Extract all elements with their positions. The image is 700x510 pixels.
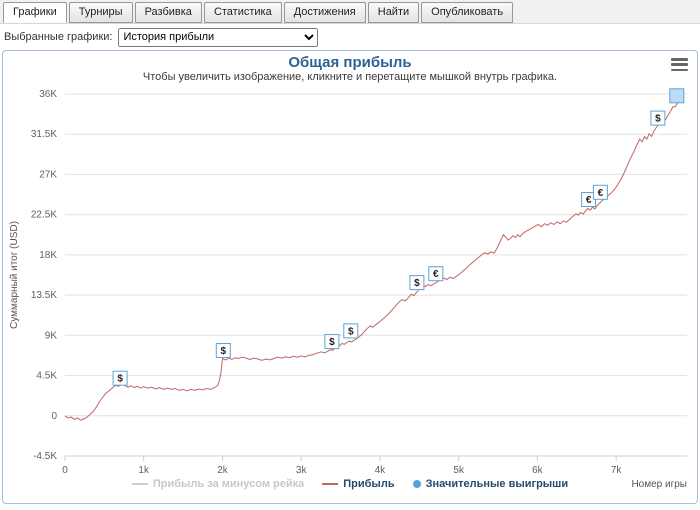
y-tick-label: 18K xyxy=(39,250,57,261)
tab-achievements[interactable]: Достижения xyxy=(283,2,366,23)
chart-legend: Прибыль за минусом рейка Прибыль Значитель… xyxy=(3,476,697,492)
win-marker-symbol: $ xyxy=(655,114,661,125)
tab-statistics[interactable]: Статистика xyxy=(203,2,282,23)
graph-select[interactable]: История прибыли xyxy=(118,27,319,47)
tab-bar: Графики Турниры Разбивка Статистика Достижен… xyxy=(0,0,700,24)
y-tick-label: 13.5K xyxy=(31,290,57,301)
legend-item-profit-minus-rake[interactable]: Прибыль за минусом рейка xyxy=(131,478,305,490)
significant-win-marker[interactable] xyxy=(592,184,608,200)
y-tick-label: 22.5K xyxy=(31,210,57,221)
legend-line-swatch-icon xyxy=(322,483,339,485)
export-menu-button[interactable] xyxy=(671,58,688,71)
win-marker-symbol: $ xyxy=(117,374,123,385)
y-axis-title: Суммарный итог (USD) xyxy=(9,221,20,329)
significant-win-marker[interactable] xyxy=(343,323,359,339)
burger-line-icon xyxy=(671,58,688,61)
x-tick-label: 7k xyxy=(611,465,623,476)
win-marker-symbol: € xyxy=(433,269,439,280)
x-tick-label: 3k xyxy=(296,465,308,476)
selected-graphs-label: Выбранные графики: xyxy=(4,31,113,43)
burger-line-icon xyxy=(671,68,688,71)
y-tick-label: 36K xyxy=(39,89,57,100)
win-marker-symbol: $ xyxy=(414,278,420,289)
profit-line xyxy=(64,102,679,421)
tab-tournaments[interactable]: Турниры xyxy=(68,2,133,23)
x-tick-label: 4k xyxy=(375,465,387,476)
tab-find[interactable]: Найти xyxy=(367,2,420,23)
chart-subtitle: Чтобы увеличить изображение, кликните и … xyxy=(142,71,558,83)
legend-item-profit[interactable]: Прибыль xyxy=(322,478,395,490)
win-marker-symbol: $ xyxy=(329,337,335,348)
chart-container[interactable]: Общая прибыль Чтобы увеличить изображени… xyxy=(2,50,698,504)
significant-win-marker[interactable] xyxy=(669,88,685,104)
significant-win-marker[interactable] xyxy=(650,110,666,126)
significant-win-marker[interactable] xyxy=(324,334,340,350)
win-marker-symbol: $ xyxy=(348,326,354,337)
x-tick-label: 2k xyxy=(217,465,229,476)
win-marker-symbol: $ xyxy=(221,346,227,357)
legend-label: Прибыль за минусом рейка xyxy=(152,478,305,490)
y-tick-label: 0 xyxy=(51,411,57,422)
y-tick-label: 9K xyxy=(45,330,58,341)
significant-win-marker[interactable] xyxy=(112,370,128,386)
filter-row: Выбранные графики: История прибыли xyxy=(0,24,700,50)
profit-line-chart[interactable]: 36K 31.5K 27K 22.5K 18K 13.5K 9K 4.5K 0 -4.5K 0 1k 2… xyxy=(3,84,697,490)
x-tick-label: 6k xyxy=(532,465,544,476)
legend-dot-swatch-icon xyxy=(412,480,421,488)
y-tick-label: 27K xyxy=(39,169,57,180)
x-tick-label: 1k xyxy=(138,465,150,476)
tab-breakdown[interactable]: Разбивка xyxy=(134,2,202,23)
legend-label: Прибыль xyxy=(343,478,395,490)
x-tick-label: 0 xyxy=(62,465,68,476)
win-marker-symbol: € xyxy=(586,195,592,206)
y-tick-label: 4.5K xyxy=(36,371,57,382)
significant-win-marker[interactable] xyxy=(428,266,444,282)
tab-graphs[interactable]: Графики xyxy=(3,2,67,23)
significant-win-marker[interactable] xyxy=(409,275,425,291)
win-marker-symbol: € xyxy=(598,188,604,199)
legend-line-swatch-icon xyxy=(131,483,148,485)
y-tick-label: 31.5K xyxy=(31,129,57,140)
x-axis-title: Номер игры xyxy=(631,479,687,490)
y-tick-label: -4.5K xyxy=(33,451,57,462)
legend-label: Значительные выигрыши xyxy=(425,478,569,490)
tab-publish[interactable]: Опубликовать xyxy=(421,2,514,23)
x-tick-label: 5k xyxy=(453,465,465,476)
burger-line-icon xyxy=(671,63,688,66)
significant-win-marker[interactable] xyxy=(215,343,231,358)
legend-item-significant-wins[interactable]: Значительные выигрыши xyxy=(412,478,569,490)
chart-title: Общая прибыль xyxy=(288,54,412,71)
